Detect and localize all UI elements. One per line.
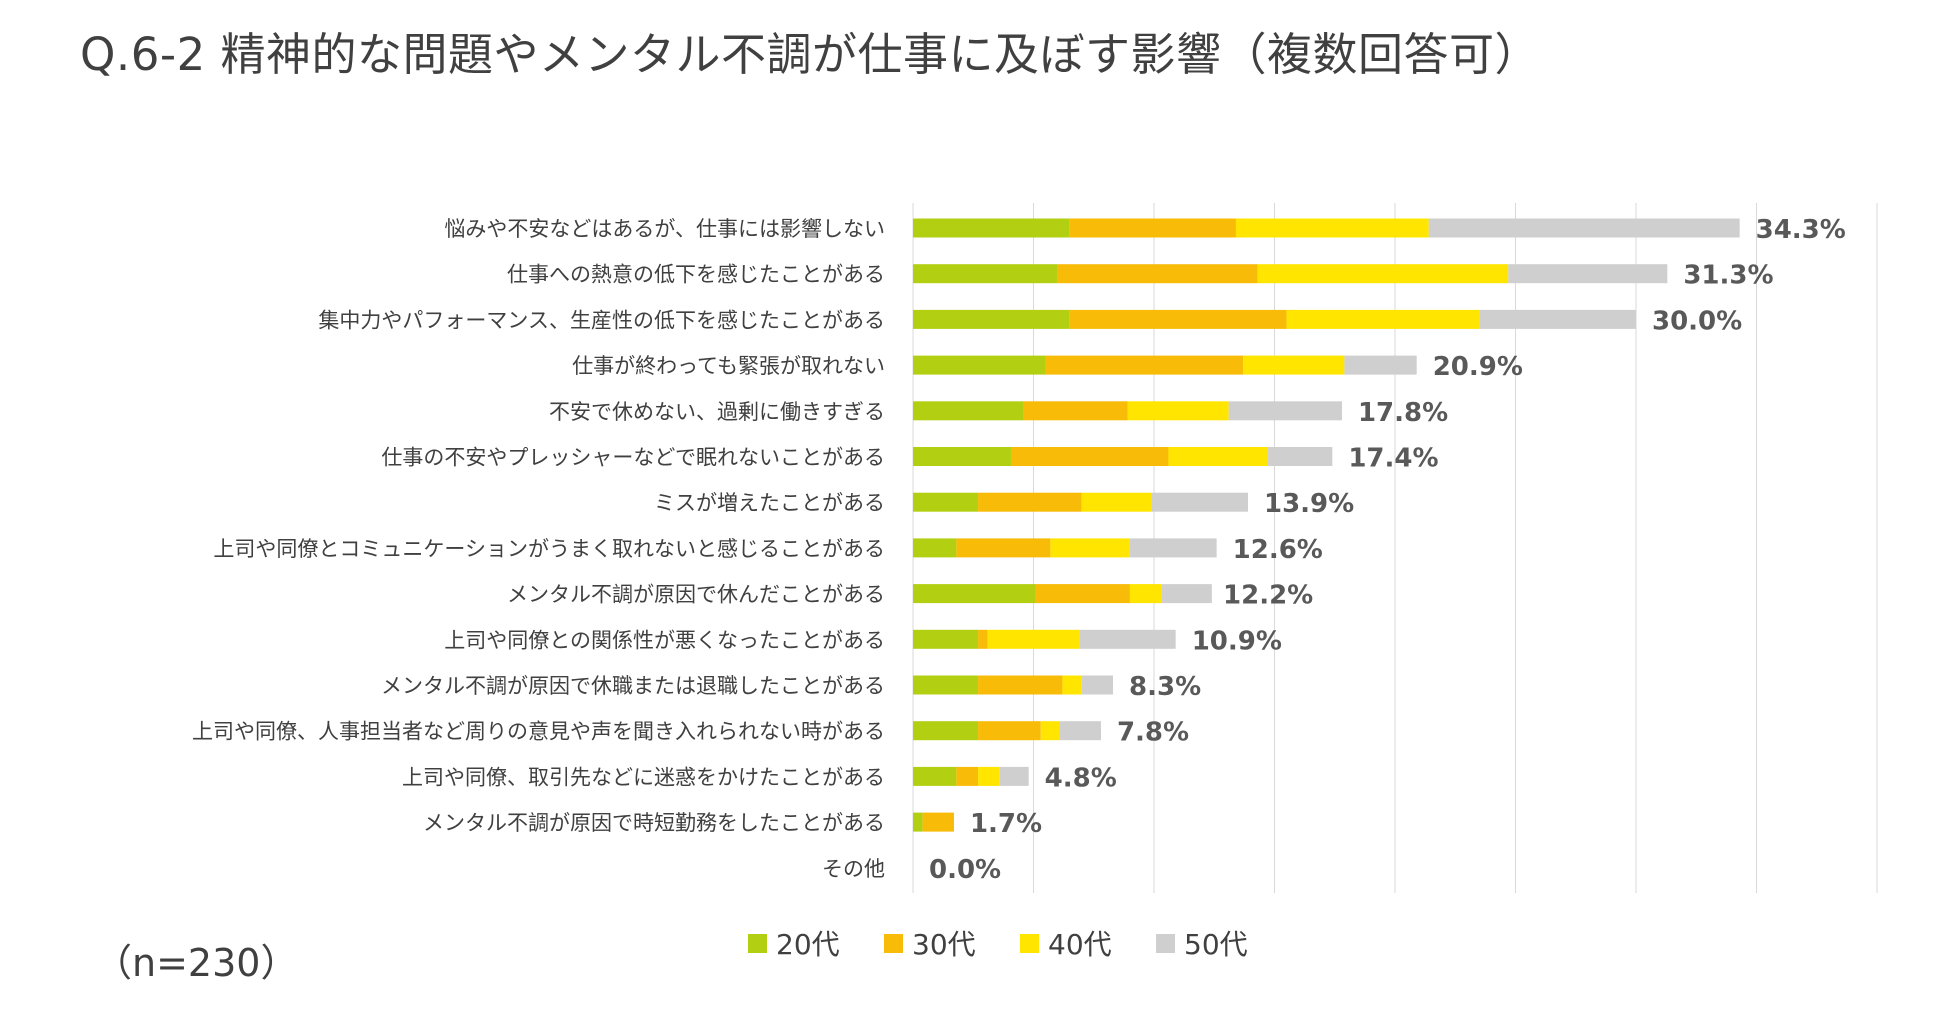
bar-segment-20代: [913, 538, 957, 558]
bar-segment-50代: [1060, 721, 1101, 741]
bar-segment-40代: [1129, 584, 1162, 604]
bar-segment-30代: [978, 675, 1063, 695]
bar-segment-20代: [913, 675, 979, 695]
bar-segment-30代: [1035, 584, 1130, 604]
legend-swatch-30代: [884, 934, 903, 953]
total-value-label: 10.9%: [1192, 626, 1282, 656]
bar-segment-50代: [1079, 629, 1176, 649]
total-value-label: 1.7%: [970, 809, 1042, 839]
legend-label: 40代: [1048, 928, 1112, 961]
bar-segment-20代: [913, 355, 1046, 375]
category-label: 悩みや不安などはあるが、仕事には影響しない: [444, 217, 885, 241]
category-label: 上司や同僚、人事担当者など周りの意見や声を聞き入れられない時がある: [192, 720, 885, 744]
category-labels: 悩みや不安などはあるが、仕事には影響しない仕事への熱意の低下を感じたことがある集…: [192, 217, 885, 881]
category-label: メンタル不調が原因で休職または退職したことがある: [381, 674, 885, 698]
bar-segment-30代: [956, 766, 979, 786]
total-value-label: 4.8%: [1045, 763, 1117, 793]
bar-segment-30代: [978, 492, 1082, 512]
category-label: 上司や同僚との関係性が悪くなったことがある: [444, 628, 885, 652]
category-label: 仕事の不安やプレッシャーなどで眠れないことがある: [381, 446, 885, 470]
bar-segment-20代: [913, 218, 1070, 238]
bar-segment-30代: [978, 629, 988, 649]
legend-label: 30代: [912, 928, 976, 961]
bar-segment-50代: [1129, 538, 1217, 558]
category-label: 集中力やパフォーマンス、生産性の低下を感じたことがある: [318, 308, 885, 332]
bar-segment-40代: [1081, 492, 1152, 512]
legend-swatch-50代: [1156, 934, 1175, 953]
bar-segment-40代: [1050, 538, 1130, 558]
bar-segment-40代: [1286, 309, 1480, 329]
bar-segment-20代: [913, 721, 979, 741]
category-label: ミスが増えたことがある: [654, 491, 885, 515]
bar-segment-50代: [1267, 447, 1333, 466]
bar-segment-30代: [978, 721, 1041, 741]
total-value-label: 20.9%: [1433, 352, 1523, 382]
bar-segment-20代: [913, 309, 1070, 329]
category-label: メンタル不調が原因で時短勤務をしたことがある: [423, 811, 885, 835]
category-label: 上司や同僚、取引先などに迷惑をかけたことがある: [402, 765, 885, 789]
legend: 20代 30代 40代 50代: [748, 928, 1248, 961]
bar-segment-40代: [1040, 721, 1061, 741]
bar-segment-40代: [1257, 264, 1509, 284]
category-label: 仕事が終わっても緊張が取れない: [572, 354, 885, 378]
bar-segment-20代: [913, 492, 979, 512]
bar-segment-40代: [1168, 447, 1268, 466]
total-value-label: 0.0%: [929, 855, 1001, 885]
bar-segment-30代: [1057, 264, 1258, 284]
bar-segment-40代: [1062, 675, 1082, 695]
bar-segment-20代: [913, 812, 923, 832]
bar-segment-50代: [1228, 401, 1342, 421]
value-labels: 34.3% 31.3% 30.0% 20.9% 17.8% 17.4% 13.9% 12.6%…: [929, 215, 1846, 885]
bar-segment-40代: [1235, 218, 1429, 238]
total-value-label: 13.9%: [1264, 489, 1354, 519]
bar-segment-30代: [1023, 401, 1128, 421]
bar-segment-30代: [1011, 447, 1169, 466]
total-value-label: 34.3%: [1756, 215, 1846, 245]
category-label: 上司や同僚とコミュニケーションがうまく取れないと感じることがある: [213, 537, 885, 561]
bar-segment-30代: [1045, 355, 1244, 375]
total-value-label: 12.2%: [1223, 581, 1313, 611]
category-label: その他: [822, 857, 885, 881]
legend-swatch-40代: [1020, 934, 1039, 953]
bar-segment-40代: [978, 766, 1000, 786]
bar-segment-20代: [913, 584, 1036, 604]
bar-segment-50代: [1151, 492, 1248, 512]
bar-segment-40代: [1127, 401, 1229, 421]
bar-segment-30代: [956, 538, 1051, 558]
legend-label: 20代: [776, 928, 840, 961]
bar-segment-30代: [1069, 218, 1236, 238]
total-value-label: 8.3%: [1129, 672, 1201, 702]
total-value-label: 12.6%: [1233, 535, 1323, 565]
bar-segment-50代: [1081, 675, 1114, 695]
bars: [913, 218, 1740, 832]
bar-segment-50代: [1428, 218, 1740, 238]
total-value-label: 30.0%: [1652, 306, 1742, 336]
bar-segment-50代: [1508, 264, 1668, 284]
bar-segment-20代: [913, 401, 1024, 421]
category-label: 仕事への熱意の低下を感じたことがある: [507, 263, 885, 287]
bar-segment-50代: [999, 766, 1029, 786]
category-label: 不安で休めない、過剰に働きすぎる: [549, 400, 885, 424]
bar-segment-40代: [987, 629, 1080, 649]
chart-title: Q.6-2 精神的な問題やメンタル不調が仕事に及ぼす影響（複数回答可）: [80, 28, 1541, 81]
total-value-label: 7.8%: [1117, 718, 1189, 748]
bar-segment-20代: [913, 629, 979, 649]
total-value-label: 31.3%: [1683, 261, 1773, 291]
total-value-label: 17.4%: [1348, 444, 1438, 474]
legend-label: 50代: [1184, 928, 1248, 961]
category-label: メンタル不調が原因で休んだことがある: [507, 583, 885, 607]
bar-segment-40代: [1243, 355, 1345, 375]
bar-segment-50代: [1344, 355, 1417, 375]
bar-segment-50代: [1479, 309, 1636, 329]
sample-size-note: （n=230）: [94, 941, 299, 985]
bar-segment-20代: [913, 447, 1012, 466]
legend-swatch-20代: [748, 934, 767, 953]
bar-segment-30代: [1069, 309, 1287, 329]
bar-segment-20代: [913, 766, 957, 786]
total-value-label: 17.8%: [1358, 398, 1448, 428]
bar-segment-30代: [922, 812, 954, 832]
bar-segment-20代: [913, 264, 1058, 284]
bar-segment-50代: [1161, 584, 1212, 604]
